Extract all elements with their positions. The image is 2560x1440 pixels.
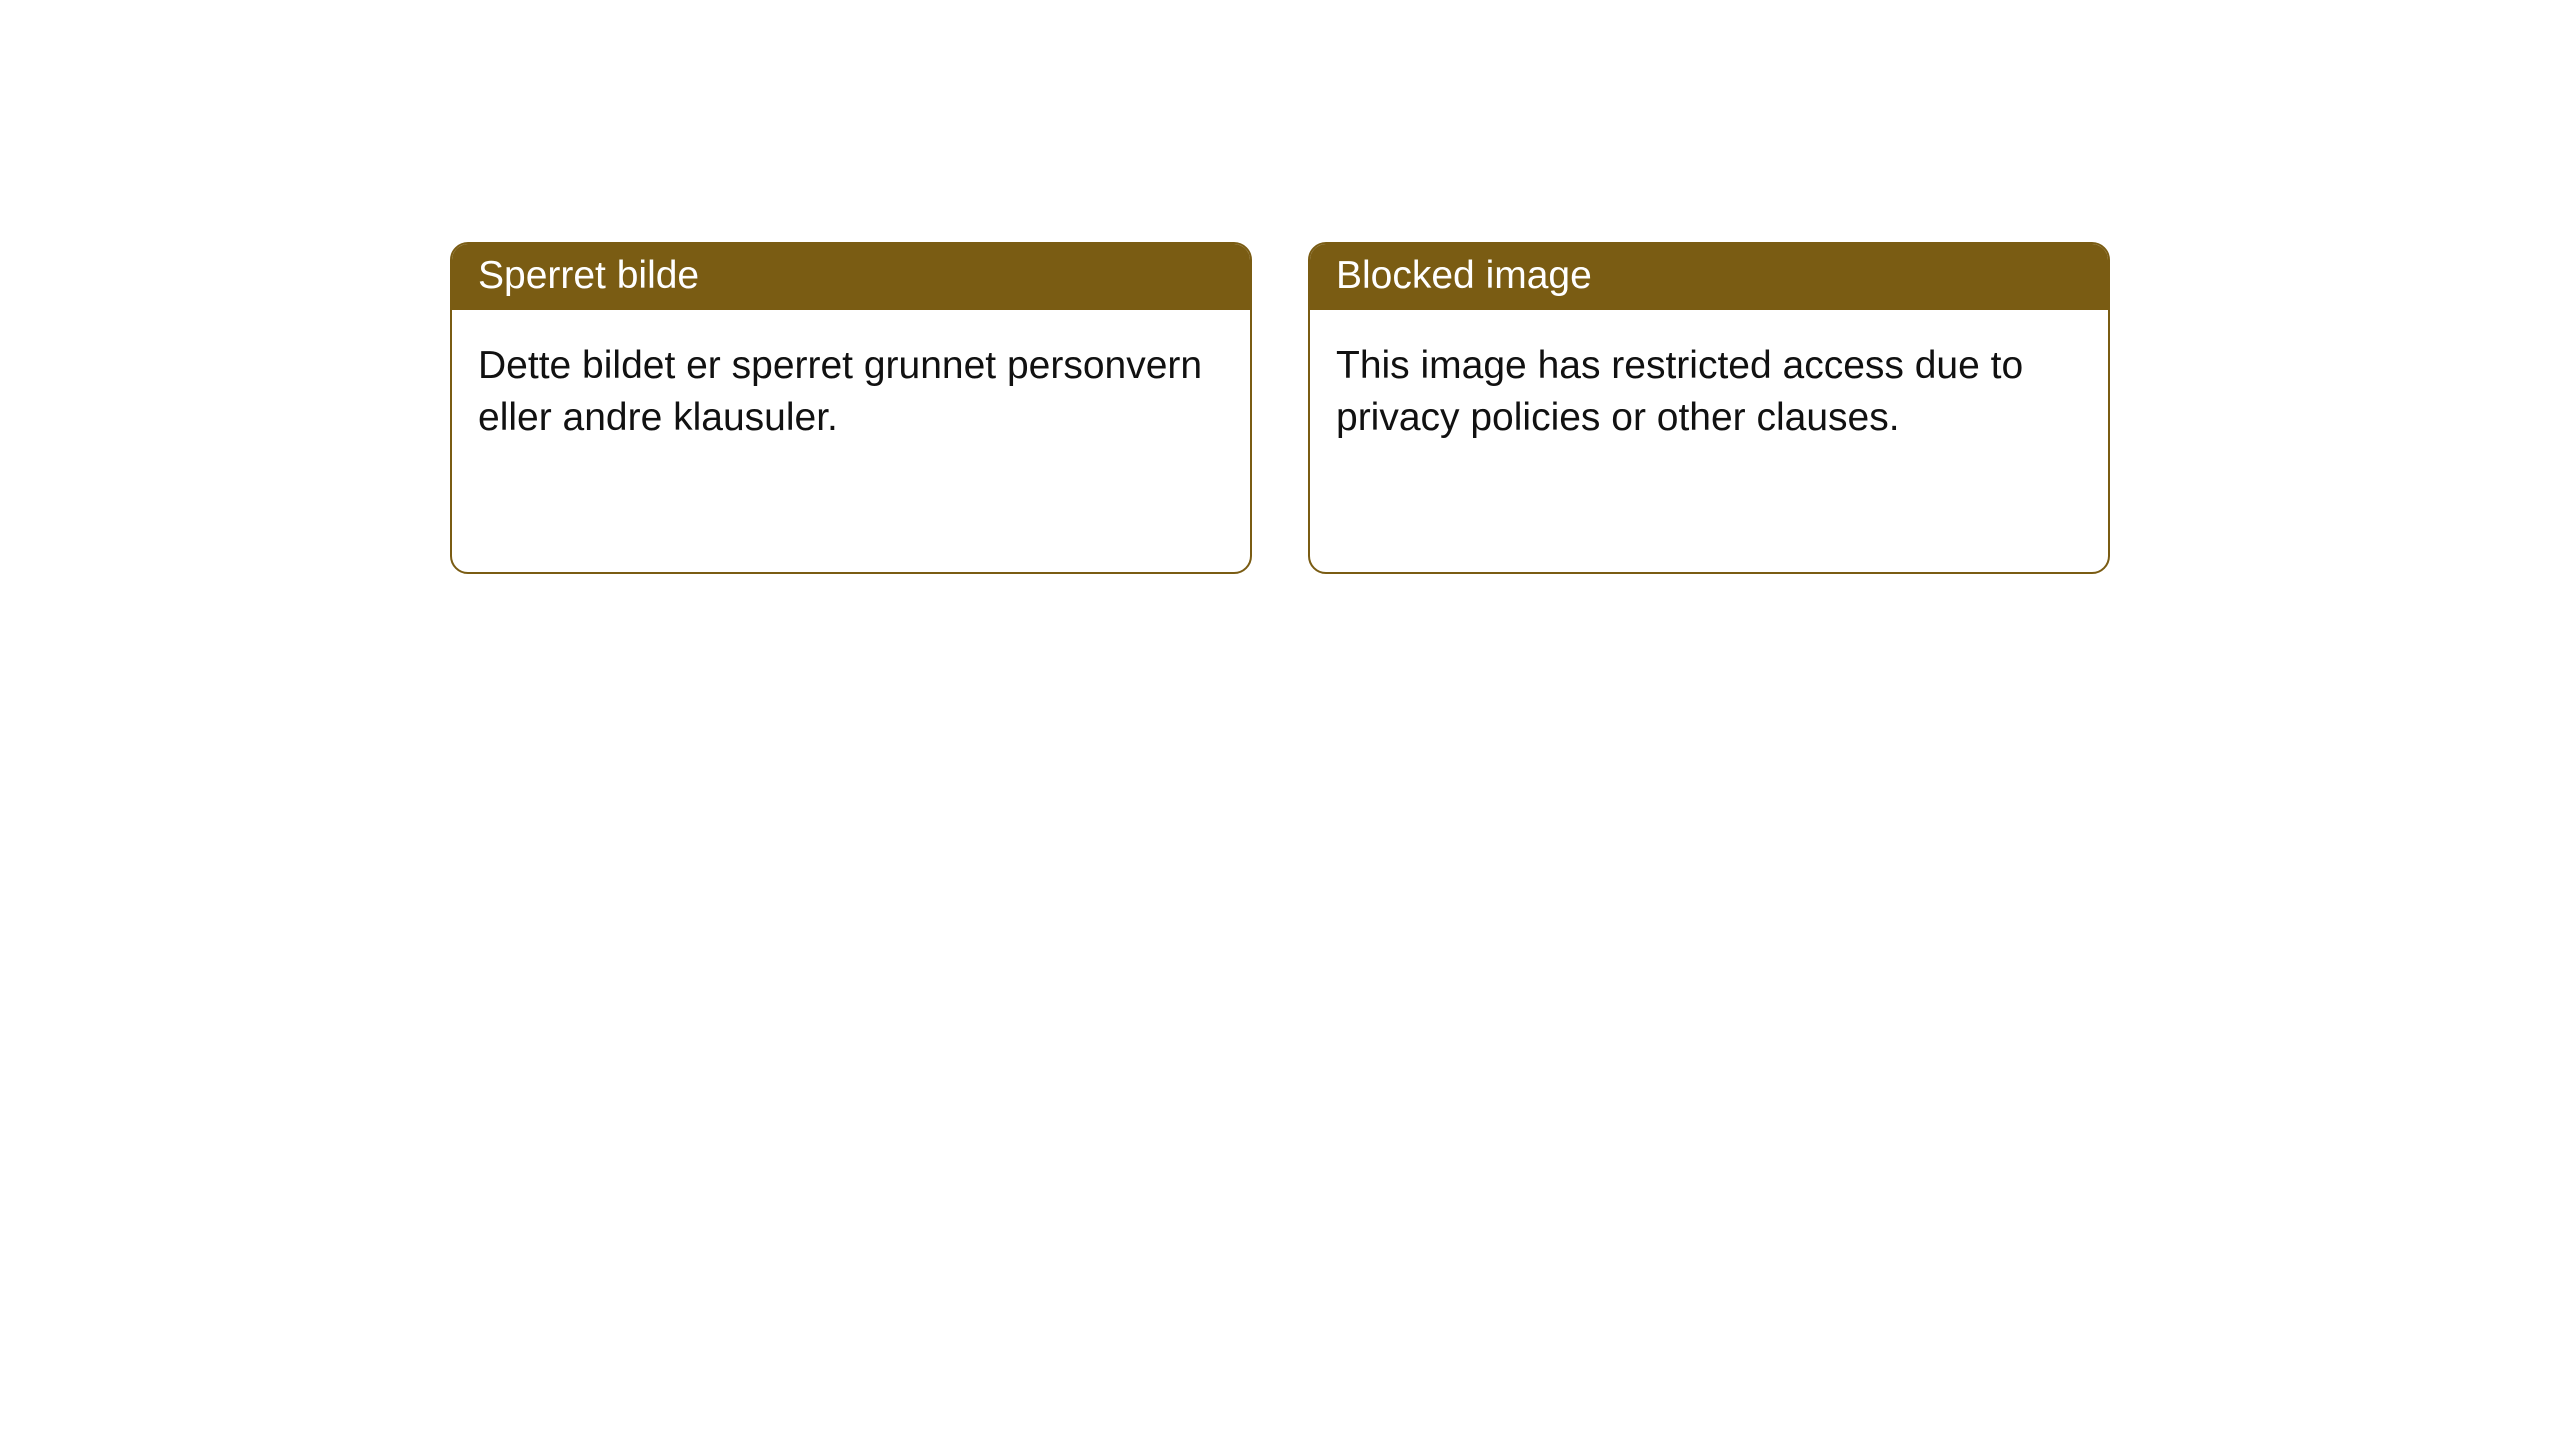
panel-title-no: Sperret bilde — [478, 254, 699, 297]
notice-panel-container: Sperret bilde Dette bildet er sperret gr… — [0, 0, 2560, 574]
panel-body-en: This image has restricted access due to … — [1310, 310, 2108, 474]
panel-header-no: Sperret bilde — [452, 244, 1250, 310]
panel-body-text-en: This image has restricted access due to … — [1336, 344, 2023, 439]
panel-title-en: Blocked image — [1336, 254, 1592, 297]
panel-header-en: Blocked image — [1310, 244, 2108, 310]
blocked-image-panel-en: Blocked image This image has restricted … — [1308, 242, 2110, 574]
blocked-image-panel-no: Sperret bilde Dette bildet er sperret gr… — [450, 242, 1252, 574]
panel-body-text-no: Dette bildet er sperret grunnet personve… — [478, 344, 1202, 439]
panel-body-no: Dette bildet er sperret grunnet personve… — [452, 310, 1250, 474]
